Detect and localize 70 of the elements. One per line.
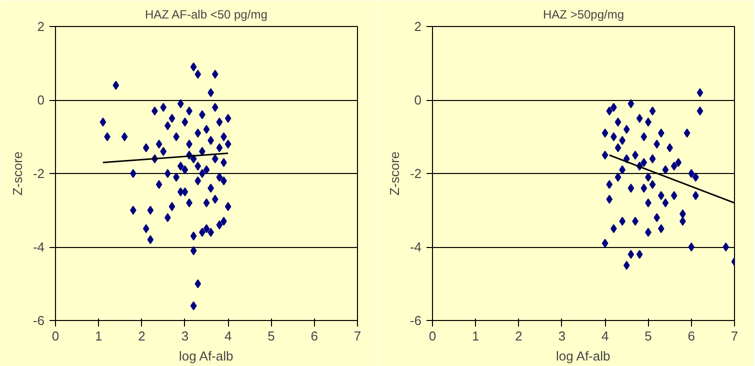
point [662, 165, 669, 174]
x-tick-label: 6 [310, 328, 318, 344]
y-tick-label: -4 [32, 240, 45, 254]
point [654, 213, 660, 222]
point [602, 238, 608, 248]
point [640, 132, 648, 142]
point [602, 150, 608, 160]
point [658, 128, 664, 138]
y-tick-label: 2 [37, 19, 45, 34]
y-tick-label: 0 [37, 92, 45, 108]
y-axis-title: Z-score [10, 151, 25, 196]
point [662, 198, 669, 208]
point [606, 180, 613, 190]
x-tick-label: 6 [688, 328, 695, 344]
x-tick-label: 3 [558, 328, 566, 344]
y-tick-label: -6 [410, 313, 422, 328]
point [696, 106, 704, 116]
x-tick-label: 5 [644, 328, 652, 344]
y-axis-title: Z-score [386, 151, 402, 196]
point [628, 184, 634, 193]
point [614, 143, 622, 152]
point [670, 162, 678, 171]
y-tick-label: 2 [414, 19, 422, 34]
x-tick-label: 0 [52, 328, 60, 344]
x-axis-title: log Af-alb [179, 348, 234, 364]
point [606, 106, 613, 116]
point [675, 158, 682, 167]
y-tick-label: -2 [410, 166, 422, 181]
point [654, 140, 660, 149]
x-tick-label: 5 [268, 328, 275, 344]
point [614, 172, 622, 182]
x-tick-label: 1 [95, 328, 102, 344]
point [606, 194, 613, 204]
point [623, 124, 630, 134]
y-tick-label: -2 [32, 166, 45, 181]
chart-title: HAZ AF-alb <50 pg/mg [144, 8, 268, 22]
point [602, 128, 608, 138]
point [688, 242, 695, 252]
point [658, 224, 664, 234]
point [623, 260, 630, 270]
point [684, 128, 690, 138]
y-tick-label: -4 [410, 240, 422, 254]
x-tick-label: 7 [730, 328, 738, 344]
x-tick-label: 7 [354, 328, 362, 344]
chart-title: HAZ >50pg/mg [542, 8, 624, 22]
y-tick-label: -6 [32, 313, 45, 328]
x-tick-label: 0 [428, 328, 436, 344]
point [688, 169, 695, 178]
x-tick-label: 2 [515, 328, 522, 344]
point [649, 106, 656, 116]
x-tick-label: 3 [181, 328, 189, 344]
point [649, 180, 656, 190]
point [636, 114, 643, 123]
x-axis-title: log Af-alb [556, 348, 610, 364]
y-tick-label: 0 [414, 92, 422, 108]
x-tick-label: 2 [138, 328, 146, 344]
point [636, 250, 643, 259]
point [628, 99, 634, 108]
point [658, 191, 664, 200]
point [722, 242, 730, 252]
point [640, 184, 648, 193]
point [670, 191, 678, 200]
point [649, 154, 656, 164]
point [640, 158, 648, 167]
point [696, 88, 704, 98]
x-tick-label: 1 [472, 328, 480, 344]
x-tick-label: 4 [224, 328, 232, 344]
point [628, 250, 634, 259]
x-tick-label: 4 [601, 328, 609, 344]
point [614, 118, 622, 127]
